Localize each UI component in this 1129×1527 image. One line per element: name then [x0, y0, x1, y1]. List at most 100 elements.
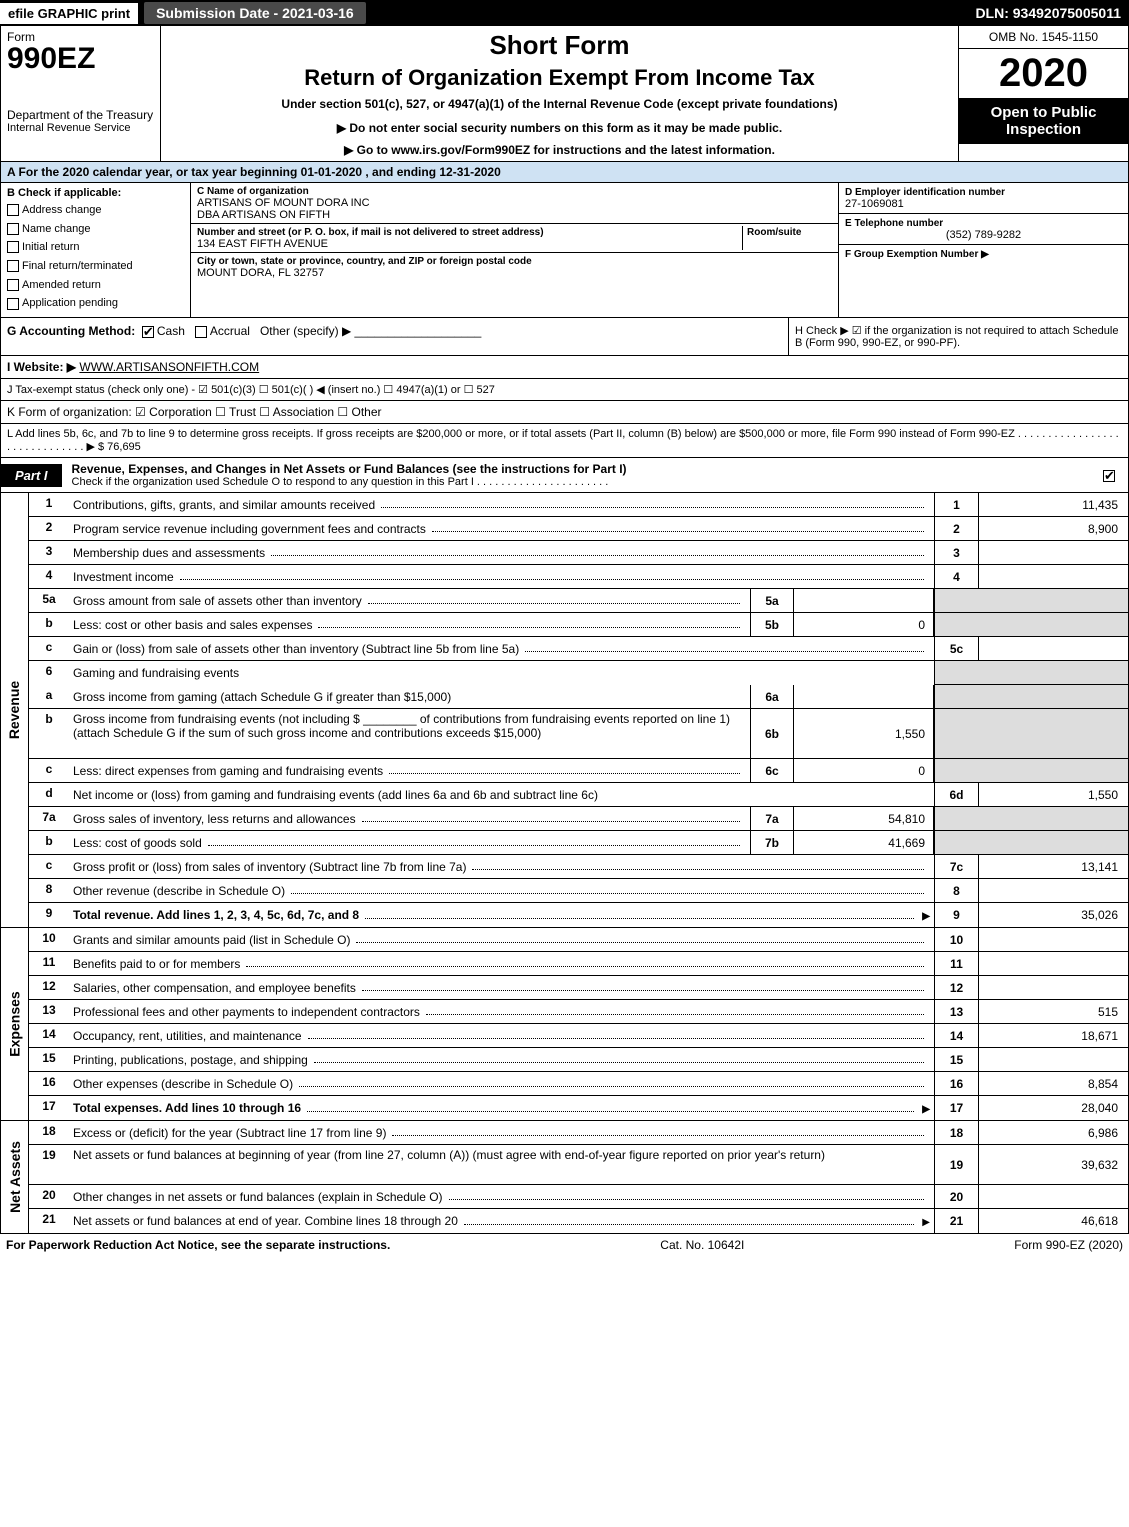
- section-b-c-d-e-f: B Check if applicable: Address change Na…: [0, 183, 1129, 318]
- line-6a: aGross income from gaming (attach Schedu…: [29, 685, 1128, 709]
- d-ein-label: D Employer identification number: [845, 187, 1005, 198]
- line-14: 14Occupancy, rent, utilities, and mainte…: [29, 1024, 1128, 1048]
- line-17: 17Total expenses. Add lines 10 through 1…: [29, 1096, 1128, 1120]
- do-not-enter: ▶ Do not enter social security numbers o…: [169, 121, 950, 135]
- form-ref: Form 990-EZ (2020): [1014, 1238, 1123, 1252]
- name-change-checkbox[interactable]: Name change: [7, 220, 184, 239]
- under-section: Under section 501(c), 527, or 4947(a)(1)…: [169, 97, 950, 111]
- f-group-exemption-label: F Group Exemption Number ▶: [845, 249, 989, 260]
- return-title: Return of Organization Exempt From Incom…: [169, 65, 950, 91]
- h-schedule-b: H Check ▶ ☑ if the organization is not r…: [788, 318, 1128, 355]
- c-name-label: C Name of organization: [197, 186, 309, 197]
- line-7a: 7aGross sales of inventory, less returns…: [29, 807, 1128, 831]
- header-right: OMB No. 1545-1150 2020 Open to Public In…: [958, 26, 1128, 161]
- line-6b: bGross income from fundraising events (n…: [29, 709, 1128, 759]
- row-i-website: I Website: ▶ WWW.ARTISANSONFIFTH.COM: [0, 356, 1129, 379]
- line-5a: 5aGross amount from sale of assets other…: [29, 589, 1128, 613]
- line-10: 10Grants and similar amounts paid (list …: [29, 928, 1128, 952]
- addr-change-checkbox[interactable]: Address change: [7, 201, 184, 220]
- app-pending-checkbox[interactable]: Application pending: [7, 294, 184, 313]
- short-form-title: Short Form: [169, 30, 950, 61]
- tax-year-text: A For the 2020 calendar year, or tax yea…: [7, 165, 501, 179]
- efile-print-label[interactable]: efile GRAPHIC print: [0, 3, 138, 24]
- website-label: I Website: ▶: [7, 360, 76, 374]
- line-3: 3Membership dues and assessments3: [29, 541, 1128, 565]
- line-2: 2Program service revenue including gover…: [29, 517, 1128, 541]
- top-bar: efile GRAPHIC print Submission Date - 20…: [0, 0, 1129, 26]
- row-g-h: G Accounting Method: Cash Accrual Other …: [0, 318, 1129, 356]
- dba-name: DBA ARTISANS ON FIFTH: [197, 209, 330, 221]
- revenue-grid: Revenue 1Contributions, gifts, grants, a…: [0, 493, 1129, 928]
- form-number: 990EZ: [7, 44, 154, 74]
- omb-number: OMB No. 1545-1150: [959, 26, 1128, 49]
- column-c: C Name of organization ARTISANS OF MOUNT…: [191, 183, 838, 317]
- row-a-tax-year: A For the 2020 calendar year, or tax yea…: [0, 162, 1129, 183]
- line-9: 9Total revenue. Add lines 1, 2, 3, 4, 5c…: [29, 903, 1128, 927]
- open-to-public: Open to Public Inspection: [959, 98, 1128, 144]
- dept-treasury: Department of the Treasury: [7, 108, 154, 122]
- city-state-zip: MOUNT DORA, FL 32757: [197, 267, 324, 279]
- page-footer: For Paperwork Reduction Act Notice, see …: [0, 1234, 1129, 1256]
- initial-return-checkbox[interactable]: Initial return: [7, 238, 184, 257]
- netassets-side-label: Net Assets: [1, 1121, 29, 1233]
- street-label: Number and street (or P. O. box, if mail…: [197, 227, 544, 238]
- final-return-checkbox[interactable]: Final return/terminated: [7, 257, 184, 276]
- line-4: 4Investment income4: [29, 565, 1128, 589]
- header-center: Short Form Return of Organization Exempt…: [161, 26, 958, 161]
- net-assets-grid: Net Assets 18Excess or (deficit) for the…: [0, 1121, 1129, 1234]
- b-check-label: B Check if applicable:: [7, 187, 184, 199]
- website-link[interactable]: WWW.ARTISANSONFIFTH.COM: [79, 360, 259, 374]
- accrual-checkbox[interactable]: [195, 326, 207, 338]
- line-7c: cGross profit or (loss) from sales of in…: [29, 855, 1128, 879]
- ein-value: 27-1069081: [845, 198, 904, 210]
- line-11: 11Benefits paid to or for members11: [29, 952, 1128, 976]
- line-16: 16Other expenses (describe in Schedule O…: [29, 1072, 1128, 1096]
- phone-value: (352) 789-9282: [845, 229, 1122, 241]
- line-13: 13Professional fees and other payments t…: [29, 1000, 1128, 1024]
- org-name: ARTISANS OF MOUNT DORA INC: [197, 197, 370, 209]
- line-6c: cLess: direct expenses from gaming and f…: [29, 759, 1128, 783]
- go-to-link[interactable]: ▶ Go to www.irs.gov/Form990EZ for instru…: [169, 143, 950, 157]
- header-left: Form 990EZ Department of the Treasury In…: [1, 26, 161, 161]
- part1-title: Revenue, Expenses, and Changes in Net As…: [62, 458, 1103, 492]
- dln-label: DLN: 93492075005011: [975, 5, 1129, 21]
- cash-checkbox[interactable]: [142, 326, 154, 338]
- row-l-gross-receipts: L Add lines 5b, 6c, and 7b to line 9 to …: [0, 424, 1129, 458]
- e-phone-label: E Telephone number: [845, 218, 943, 229]
- line-21: 21Net assets or fund balances at end of …: [29, 1209, 1128, 1233]
- street-address: 134 EAST FIFTH AVENUE: [197, 238, 328, 250]
- line-18: 18Excess or (deficit) for the year (Subt…: [29, 1121, 1128, 1145]
- form-header: Form 990EZ Department of the Treasury In…: [0, 26, 1129, 162]
- line-8: 8Other revenue (describe in Schedule O)8: [29, 879, 1128, 903]
- line-6d: dNet income or (loss) from gaming and fu…: [29, 783, 1128, 807]
- line-15: 15Printing, publications, postage, and s…: [29, 1048, 1128, 1072]
- line-7b: bLess: cost of goods sold7b41,669: [29, 831, 1128, 855]
- line-6: 6Gaming and fundraising events: [29, 661, 1128, 685]
- room-label: Room/suite: [747, 227, 801, 238]
- line-19: 19Net assets or fund balances at beginni…: [29, 1145, 1128, 1185]
- line-1: 1Contributions, gifts, grants, and simil…: [29, 493, 1128, 517]
- irs-label: Internal Revenue Service: [7, 122, 154, 134]
- part1-schedule-o-checkbox[interactable]: [1103, 468, 1128, 482]
- part1-tab: Part I: [1, 464, 62, 487]
- expenses-grid: Expenses 10Grants and similar amounts pa…: [0, 928, 1129, 1121]
- amended-return-checkbox[interactable]: Amended return: [7, 276, 184, 295]
- line-5b: bLess: cost or other basis and sales exp…: [29, 613, 1128, 637]
- city-label: City or town, state or province, country…: [197, 256, 532, 267]
- tax-year: 2020: [959, 49, 1128, 98]
- part1-header: Part I Revenue, Expenses, and Changes in…: [0, 458, 1129, 493]
- expenses-side-label: Expenses: [1, 928, 29, 1120]
- column-d-e-f: D Employer identification number 27-1069…: [838, 183, 1128, 317]
- cat-no: Cat. No. 10642I: [390, 1238, 1014, 1252]
- column-b: B Check if applicable: Address change Na…: [1, 183, 191, 317]
- paperwork-notice: For Paperwork Reduction Act Notice, see …: [6, 1238, 390, 1252]
- revenue-side-label: Revenue: [1, 493, 29, 927]
- line-12: 12Salaries, other compensation, and empl…: [29, 976, 1128, 1000]
- row-j-tax-exempt: J Tax-exempt status (check only one) - ☑…: [0, 379, 1129, 401]
- line-20: 20Other changes in net assets or fund ba…: [29, 1185, 1128, 1209]
- g-accounting-method: G Accounting Method: Cash Accrual Other …: [1, 318, 788, 355]
- row-k-form-org: K Form of organization: ☑ Corporation ☐ …: [0, 401, 1129, 424]
- line-5c: cGain or (loss) from sale of assets othe…: [29, 637, 1128, 661]
- submission-date-label: Submission Date - 2021-03-16: [144, 2, 366, 24]
- form-990ez-page: efile GRAPHIC print Submission Date - 20…: [0, 0, 1129, 1256]
